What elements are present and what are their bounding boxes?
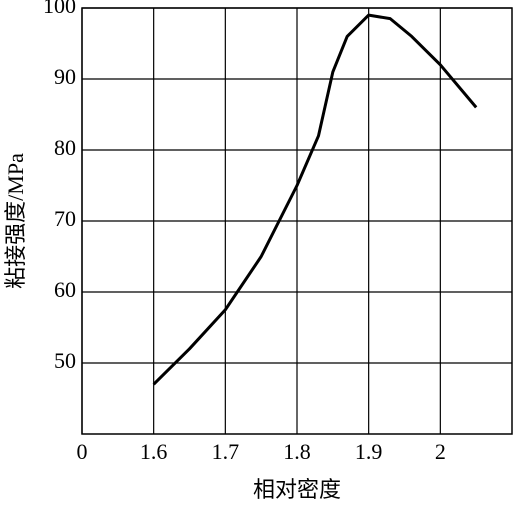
x-tick-label: 1.8 (283, 439, 311, 464)
x-tick-label: 1.7 (212, 439, 240, 464)
y-tick-label: 60 (54, 277, 76, 302)
y-tick-label: 70 (54, 206, 76, 231)
y-axis-label: 粘接强度/MPa (3, 153, 28, 289)
y-tick-label: 100 (43, 0, 76, 18)
x-tick-label: 1.6 (140, 439, 168, 464)
y-tick-label: 90 (54, 64, 76, 89)
x-axis-label: 相对密度 (253, 477, 341, 502)
x-tick-label: 0 (77, 439, 88, 464)
x-tick-label: 2 (435, 439, 446, 464)
y-tick-label: 50 (54, 348, 76, 373)
x-tick-label: 1.9 (355, 439, 383, 464)
y-tick-label: 80 (54, 135, 76, 160)
data-line (152, 13, 478, 386)
